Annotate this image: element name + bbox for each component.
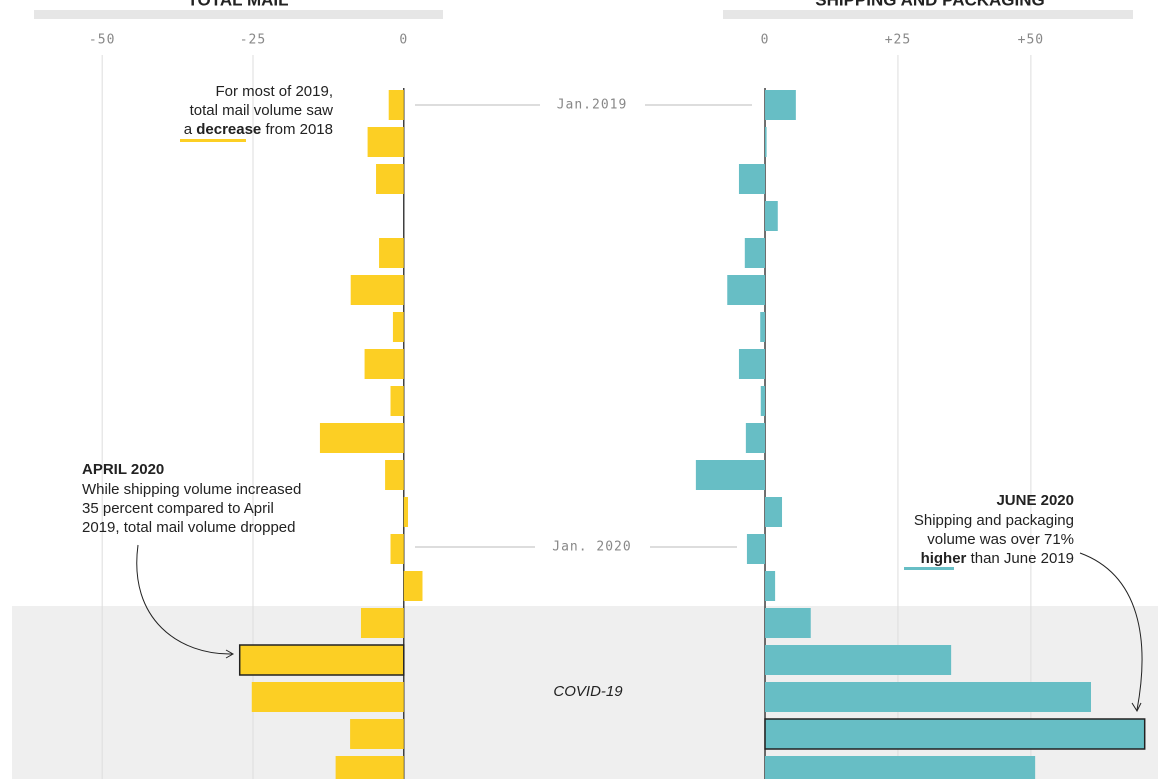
arrowhead bbox=[1131, 702, 1142, 713]
bar bbox=[390, 386, 404, 416]
bar bbox=[745, 423, 766, 453]
arrow bbox=[136, 544, 233, 655]
underline bbox=[904, 567, 954, 570]
annotation: higher than June 2019 bbox=[921, 550, 1074, 567]
band-label: COVID-19 bbox=[553, 683, 623, 700]
bars bbox=[238, 88, 1146, 779]
annotation-text: a bbox=[184, 121, 197, 138]
bar bbox=[335, 756, 404, 779]
bar bbox=[738, 349, 766, 379]
annotation-title: JUNE 2020 bbox=[996, 492, 1074, 509]
bar bbox=[765, 571, 776, 601]
annotation-bold: higher bbox=[921, 550, 967, 567]
arrowhead bbox=[225, 649, 235, 659]
x-tick-label: 0 bbox=[761, 33, 770, 48]
bar bbox=[760, 312, 766, 342]
x-tick-label: +50 bbox=[1018, 33, 1044, 48]
bar bbox=[765, 608, 811, 638]
bar bbox=[765, 127, 767, 157]
x-tick-label: 0 bbox=[399, 33, 408, 48]
bar bbox=[376, 164, 404, 194]
annotation-title: APRIL 2020 bbox=[82, 461, 164, 478]
bar bbox=[385, 460, 404, 490]
bar bbox=[390, 534, 404, 564]
bar bbox=[760, 386, 766, 416]
annotation-bold: decrease bbox=[196, 121, 261, 138]
bar bbox=[392, 312, 404, 342]
bar bbox=[388, 90, 404, 120]
annotation: For most of 2019, bbox=[215, 83, 333, 100]
annotation: While shipping volume increased bbox=[82, 481, 301, 498]
bar bbox=[765, 682, 1091, 712]
x-tick-label: -50 bbox=[89, 33, 115, 48]
annotation: total mail volume saw bbox=[190, 102, 334, 119]
bar bbox=[238, 644, 405, 676]
bar bbox=[403, 571, 423, 601]
bar bbox=[765, 645, 952, 675]
bar bbox=[746, 534, 766, 564]
bar bbox=[403, 497, 409, 527]
month-label: Jan. 2020 bbox=[552, 540, 631, 555]
bar bbox=[350, 275, 404, 305]
bar bbox=[727, 275, 766, 305]
chart-title: SHIPPING AND PACKAGING bbox=[815, 0, 1045, 9]
arrow bbox=[1079, 552, 1143, 711]
title-bar bbox=[34, 10, 443, 19]
bar bbox=[379, 238, 404, 268]
bar bbox=[765, 90, 796, 120]
bar bbox=[765, 497, 783, 527]
bar bbox=[350, 719, 404, 749]
annotation: a decrease from 2018 bbox=[184, 121, 333, 138]
bar bbox=[367, 127, 404, 157]
bar bbox=[744, 238, 766, 268]
bar bbox=[764, 718, 1146, 750]
bar bbox=[738, 164, 766, 194]
title-bar bbox=[723, 10, 1133, 19]
annotation: 35 percent compared to April bbox=[82, 500, 274, 517]
bar bbox=[251, 682, 404, 712]
bar bbox=[765, 756, 1036, 779]
bar bbox=[695, 460, 766, 490]
bar bbox=[364, 349, 404, 379]
grid: -50 -25 0 0 +25 +50 bbox=[89, 33, 1044, 779]
annotation-text: from 2018 bbox=[261, 121, 333, 138]
chart-title: TOTAL MAIL bbox=[187, 0, 288, 9]
annotation-text: than June 2019 bbox=[966, 550, 1074, 567]
x-tick-label: -25 bbox=[240, 33, 266, 48]
bar bbox=[360, 608, 404, 638]
underline bbox=[180, 139, 246, 142]
annotation: volume was over 71% bbox=[927, 531, 1074, 548]
month-label: Jan.2019 bbox=[557, 98, 628, 113]
annotation: Shipping and packaging bbox=[914, 512, 1074, 529]
annotation: 2019, total mail volume dropped bbox=[82, 519, 295, 536]
bar bbox=[765, 201, 778, 231]
bar bbox=[319, 423, 404, 453]
x-tick-label: +25 bbox=[885, 33, 911, 48]
